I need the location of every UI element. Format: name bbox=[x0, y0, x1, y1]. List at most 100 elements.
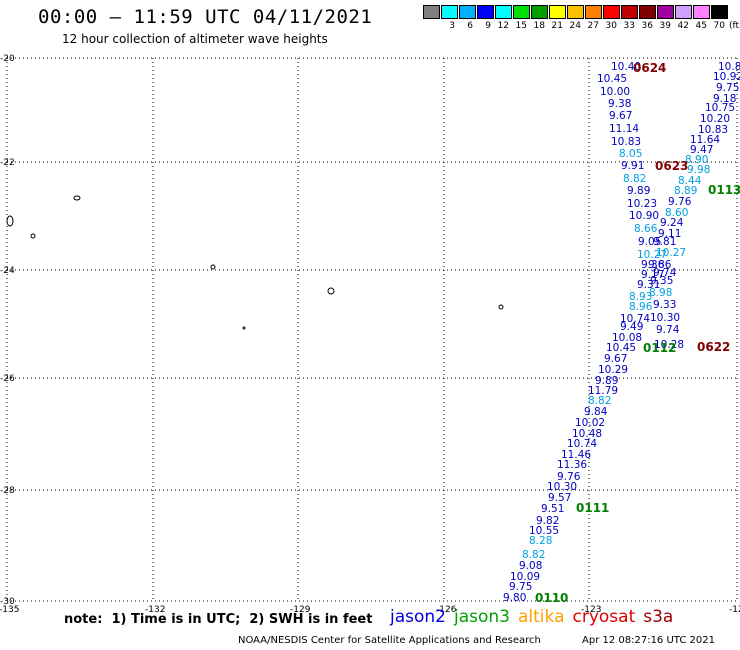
legend-item-jason3: jason3 bbox=[454, 607, 510, 627]
color-swatch bbox=[567, 5, 584, 19]
color-swatch bbox=[621, 5, 638, 19]
color-swatch bbox=[657, 5, 674, 19]
swh-value: 11.79 bbox=[588, 385, 618, 397]
lon-tick-label: -135 bbox=[0, 605, 19, 615]
swh-value: 10.08 bbox=[612, 332, 642, 344]
map-title: 00:00 – 11:59 UTC 04/11/2021 bbox=[38, 6, 373, 28]
lat-tick-label: -26 bbox=[0, 374, 15, 384]
swh-value: 9.91 bbox=[621, 160, 644, 172]
color-scale-label: 6 bbox=[467, 21, 473, 31]
lon-tick-label: -123 bbox=[581, 605, 601, 615]
color-swatch bbox=[441, 5, 458, 19]
swh-value: 10.28 bbox=[654, 339, 684, 351]
color-scale-label: 70 bbox=[713, 21, 725, 31]
swh-value: 9.75 bbox=[716, 82, 739, 94]
swh-value: 9.08 bbox=[519, 560, 542, 572]
lon-tick-label: -126 bbox=[436, 605, 457, 615]
color-scale-label: 27 bbox=[587, 21, 599, 31]
island-outline bbox=[498, 304, 504, 310]
swh-labels: 10.4010.4510.009.389.6711.1410.838.059.9… bbox=[503, 61, 740, 604]
island-outline bbox=[6, 215, 14, 227]
swh-value: 10.75 bbox=[705, 102, 735, 114]
swh-value: 10.83 bbox=[611, 136, 641, 148]
color-scale-label: 24 bbox=[569, 21, 581, 31]
swh-value: 9.86 bbox=[648, 259, 672, 271]
color-swatch bbox=[513, 5, 530, 19]
legend-item-cryosat: cryosat bbox=[572, 607, 636, 627]
color-swatch bbox=[711, 5, 728, 19]
color-swatch bbox=[675, 5, 692, 19]
island-outline bbox=[30, 233, 36, 239]
swh-value: 10.45 bbox=[597, 73, 627, 85]
swh-value: 9.35 bbox=[650, 275, 673, 287]
swh-value: 10.00 bbox=[600, 86, 630, 98]
swh-value: 10.45 bbox=[606, 342, 636, 354]
swh-value: 8.98 bbox=[649, 287, 672, 299]
color-scale-label: 39 bbox=[659, 21, 671, 31]
lat-tick-label: -24 bbox=[0, 266, 15, 276]
swh-value: 9.24 bbox=[660, 217, 684, 229]
color-swatch bbox=[639, 5, 656, 19]
legend-item-s3a: s3a bbox=[643, 607, 674, 627]
swh-value: 9.98 bbox=[687, 164, 710, 176]
map-tick-labels: -135 -132 -129 -126 -123 -120 -20 -22 -24 -26 -28 -… bbox=[0, 54, 740, 615]
lat-tick-label: -20 bbox=[0, 54, 15, 64]
swh-value: 9.57 bbox=[548, 492, 571, 504]
swh-value: 8.28 bbox=[529, 535, 552, 547]
color-scale-label: 33 bbox=[623, 21, 635, 31]
swh-value: 10.74 bbox=[620, 313, 650, 325]
swh-value: 10.30 bbox=[547, 481, 577, 493]
legend-item-jason2: jason2 bbox=[390, 607, 446, 627]
color-scale-label: 18 bbox=[533, 21, 545, 31]
swh-value: 9.84 bbox=[584, 406, 608, 418]
swh-value: 9.75 bbox=[509, 581, 532, 593]
lat-tick-label: -28 bbox=[0, 486, 15, 496]
color-scale-label: 42 bbox=[677, 21, 689, 31]
swh-value: 8.44 bbox=[678, 175, 702, 187]
swh-value: 10.02 bbox=[575, 417, 605, 429]
swh-value: 10.40 bbox=[611, 61, 641, 73]
color-scale-label: 45 bbox=[695, 21, 707, 31]
footer-note: note: 1) Time is in UTC; 2) SWH is in fe… bbox=[64, 612, 373, 627]
island-outlines bbox=[6, 195, 504, 330]
color-swatch bbox=[459, 5, 476, 19]
swh-value: 10.92 bbox=[713, 71, 740, 83]
swh-value: 9.31 bbox=[637, 279, 660, 291]
pass-time-label: 0111 bbox=[576, 501, 609, 515]
swh-value: 9.17 bbox=[641, 269, 664, 281]
swh-value: 8.60 bbox=[665, 207, 688, 219]
swh-value: 10.8 bbox=[718, 61, 740, 73]
swh-value: 9.74 bbox=[656, 324, 680, 336]
swh-value: 10.90 bbox=[629, 210, 659, 222]
color-scale-label: 12 bbox=[497, 21, 509, 31]
swh-value: 9.76 bbox=[557, 471, 581, 483]
swh-value: 11.14 bbox=[609, 123, 639, 135]
color-swatch bbox=[603, 5, 620, 19]
swh-value: 8.66 bbox=[634, 223, 658, 235]
swh-value: 10.23 bbox=[627, 198, 657, 210]
lon-tick-label: -129 bbox=[290, 605, 311, 615]
swh-value: 9.89 bbox=[595, 375, 618, 387]
color-swatch bbox=[477, 5, 494, 19]
color-swatch bbox=[495, 5, 512, 19]
color-swatch bbox=[531, 5, 548, 19]
island-outline bbox=[210, 264, 216, 270]
swh-value: 10.29 bbox=[598, 364, 628, 376]
pass-labels: 0624 0623 0622 0113 0112 0111 0110 bbox=[535, 61, 740, 605]
color-scale-label: 30 bbox=[605, 21, 617, 31]
swh-value: 9.33 bbox=[653, 299, 676, 311]
satellite-legend: jason2 jason3 altika cryosat s3a bbox=[390, 607, 681, 627]
map-subtitle: 12 hour collection of altimeter wave hei… bbox=[62, 32, 328, 46]
footer-credit: NOAA/NESDIS Center for Satellite Applica… bbox=[238, 635, 541, 646]
pass-time-label: 0113 bbox=[708, 183, 740, 197]
swh-value: 10.74 bbox=[567, 438, 597, 450]
color-scale-unit: (ft) bbox=[729, 21, 740, 31]
swh-value: 9.81 bbox=[653, 236, 676, 248]
color-scale-label: 15 bbox=[515, 21, 527, 31]
swh-value: 10.20 bbox=[700, 113, 730, 125]
island-outline bbox=[242, 326, 246, 330]
swh-value: 10.48 bbox=[572, 428, 602, 440]
color-scale-bar bbox=[423, 5, 729, 19]
swh-value: 8.82 bbox=[588, 395, 611, 407]
lat-tick-label: -22 bbox=[0, 158, 15, 168]
